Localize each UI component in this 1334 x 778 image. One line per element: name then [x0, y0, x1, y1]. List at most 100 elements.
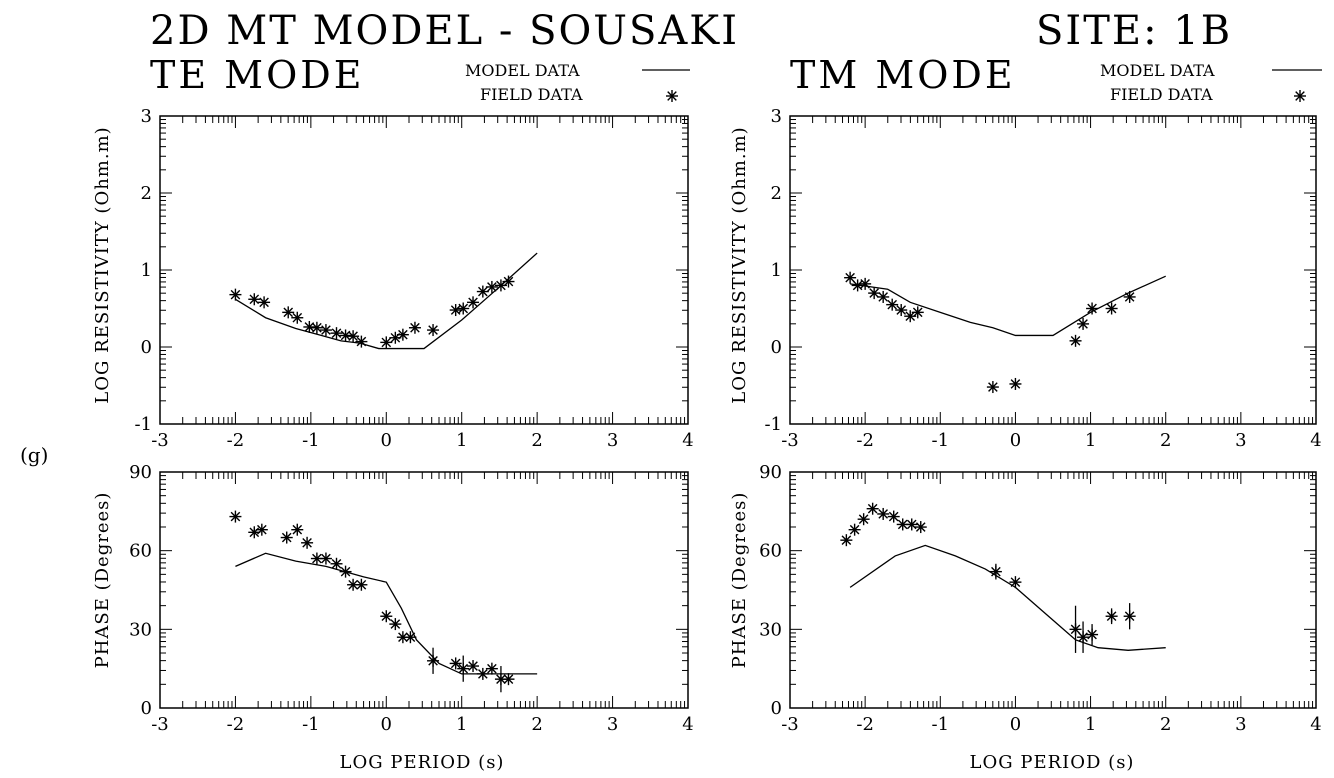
field-data-point	[229, 510, 242, 523]
y-tick-label: 60	[759, 541, 782, 562]
x-tick-label: -1	[932, 714, 950, 735]
field-data-point	[301, 536, 314, 549]
field-data-point	[887, 510, 900, 523]
field-data-point	[1069, 334, 1082, 347]
y-ticks	[790, 475, 1316, 709]
field-data-point	[859, 277, 872, 290]
x-tick-label: 3	[1235, 714, 1246, 735]
x-tick-label: -1	[932, 430, 950, 451]
y-tick-label: 90	[759, 462, 782, 483]
te-phase-ylabel: PHASE (Degrees)	[92, 492, 113, 669]
field-data-point	[1077, 631, 1090, 644]
field-data-point	[291, 523, 304, 536]
te-phase-plot: -3 -2 -1 0 1 2 3 4 90 60 30 0	[129, 462, 694, 735]
x-tick-label: 1	[1085, 714, 1096, 735]
x-tick-label: 2	[531, 714, 542, 735]
field-data-point	[914, 521, 927, 534]
field-data-point	[502, 673, 515, 686]
x-tick-label: 4	[682, 714, 693, 735]
field-data-point	[1105, 302, 1118, 315]
te-legend-field-marker	[666, 90, 678, 102]
y-tick-label: 30	[759, 619, 782, 640]
field-data-point	[989, 565, 1002, 578]
field-data-point	[427, 654, 440, 667]
model-data-line	[849, 544, 1166, 651]
field-data-point	[347, 330, 360, 343]
field-data-point	[840, 534, 853, 547]
y-tick-label: -1	[764, 414, 782, 435]
field-data-point	[380, 610, 393, 623]
field-data-point	[339, 565, 352, 578]
tm-legend-model-label: MODEL DATA	[1100, 61, 1215, 80]
te-resistivity-ylabel: LOG RESISTIVITY (Ohm.m)	[92, 126, 113, 403]
field-data-point	[255, 523, 268, 536]
field-data-point	[502, 275, 515, 288]
x-ticks	[789, 116, 1314, 424]
x-tick-label: 2	[1160, 430, 1171, 451]
te-xlabel: LOG PERIOD (s)	[340, 752, 505, 773]
field-data-point	[449, 657, 462, 670]
y-ticks	[790, 119, 1316, 425]
y-tick-label: 1	[141, 260, 152, 281]
tm-resistivity-plot: -3 -2 -1 0 1 2 3 4 3 2 1 0 -1	[764, 106, 1321, 451]
y-tick-label: 90	[129, 462, 152, 483]
x-tick-label: 1	[1085, 430, 1096, 451]
field-data-point	[857, 513, 870, 526]
field-data-point	[485, 662, 498, 675]
y-tick-label: 1	[771, 260, 782, 281]
te-mode-label: TE MODE	[150, 53, 364, 97]
field-data-point	[1009, 576, 1022, 589]
field-data-point	[330, 557, 343, 570]
field-data-point	[1123, 290, 1136, 303]
field-data-point	[280, 531, 293, 544]
x-ticks	[159, 116, 686, 424]
field-data-point	[339, 329, 352, 342]
plot-frame	[789, 471, 1317, 709]
field-data-point	[457, 302, 470, 315]
field-data-point	[282, 306, 295, 319]
x-tick-label: 4	[1310, 430, 1321, 451]
tm-phase-plot: -3 -2 -1 0 1 2 3 4 90 60 30 0	[759, 462, 1322, 735]
x-tick-label: -3	[151, 430, 169, 451]
field-data-point	[1123, 610, 1136, 623]
field-data-point	[911, 306, 924, 319]
x-tick-label: 3	[1235, 430, 1246, 451]
panel-label: (g)	[20, 443, 48, 467]
tm-resistivity-ylabel: LOG RESISTIVITY (Ohm.m)	[729, 126, 750, 403]
x-tick-label: -2	[227, 430, 245, 451]
field-data-point	[427, 324, 440, 337]
y-tick-label: 3	[771, 106, 782, 127]
field-data-point	[877, 507, 890, 520]
field-data-point	[258, 296, 271, 309]
field-data-point	[355, 578, 368, 591]
x-ticks	[159, 472, 686, 708]
field-data-point	[319, 324, 332, 337]
te-legend-field-label: FIELD DATA	[480, 85, 583, 104]
plot-frame	[159, 471, 689, 709]
field-data-point	[467, 660, 480, 673]
model-data-line	[235, 252, 538, 350]
field-data-point	[485, 280, 498, 293]
field-data-point	[476, 667, 489, 680]
field-data-point	[986, 381, 999, 394]
x-tick-label: 4	[1310, 714, 1321, 735]
field-data-point	[355, 335, 368, 348]
y-tick-label: 2	[771, 183, 782, 204]
y-tick-label: -1	[134, 414, 152, 435]
x-tick-label: -3	[781, 714, 799, 735]
tm-legend-star-mark	[1294, 90, 1306, 102]
x-tick-label: 2	[531, 430, 542, 451]
x-tick-label: 2	[1160, 714, 1171, 735]
tm-legend-field-marker	[1294, 90, 1306, 102]
field-data-point	[457, 662, 470, 675]
field-data-point	[476, 285, 489, 298]
model-data-line	[850, 275, 1166, 337]
field-data-point	[347, 578, 360, 591]
y-tick-label: 3	[141, 106, 152, 127]
plot-frame	[789, 115, 1317, 425]
x-ticks	[789, 472, 1314, 708]
field-data-point	[886, 298, 899, 311]
x-tick-label: -1	[302, 714, 320, 735]
tm-legend: MODEL DATA FIELD DATA	[1100, 61, 1322, 104]
field-data-point	[449, 304, 462, 317]
